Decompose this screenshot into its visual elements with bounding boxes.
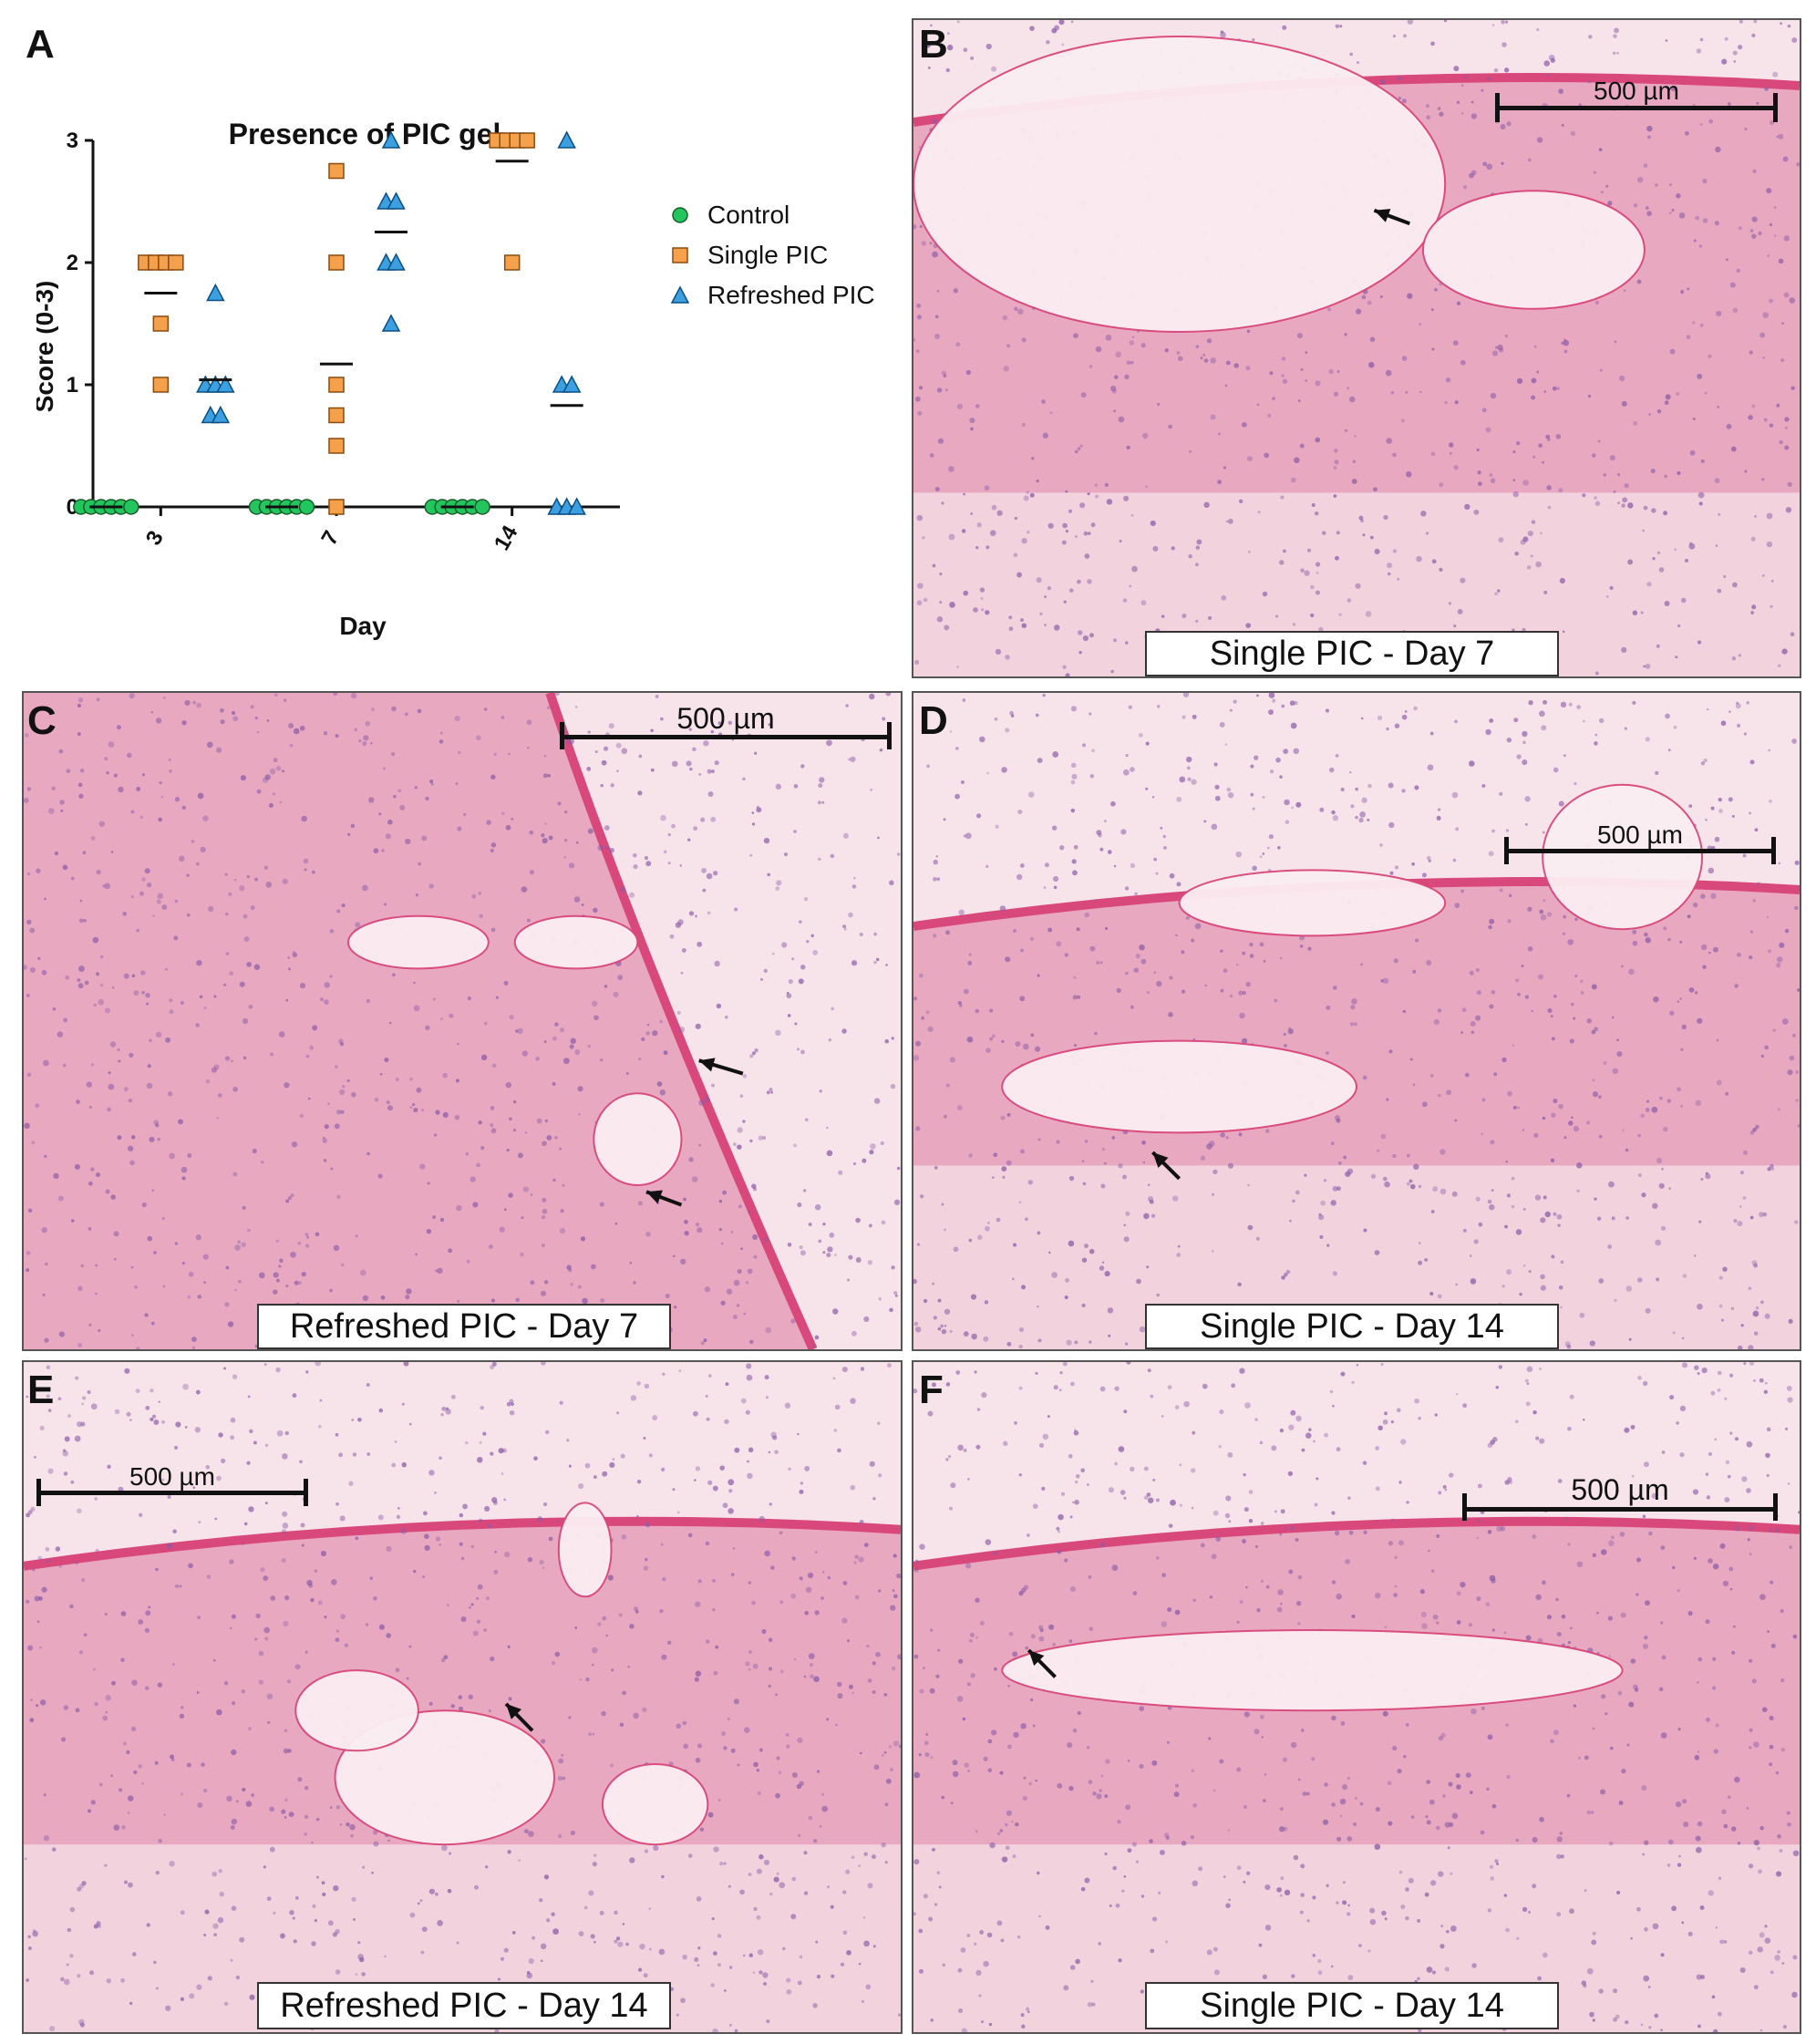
data-point-single-pic	[328, 377, 345, 393]
y-axis-label: Score (0-3)	[36, 281, 58, 413]
data-point-refreshed-pic	[557, 130, 576, 149]
panel-letter-a: A	[26, 22, 55, 67]
data-point-refreshed-pic	[387, 253, 406, 271]
histology-texture	[913, 693, 1800, 1349]
x-tick-label: 14	[490, 521, 523, 554]
data-point-refreshed-pic	[381, 130, 401, 149]
y-tick-label: 1	[67, 373, 78, 397]
y-tick-label: 0	[67, 495, 78, 520]
data-point-single-pic	[519, 132, 535, 149]
data-point-refreshed-pic	[211, 405, 231, 424]
data-point-single-pic	[503, 254, 521, 271]
x-axis-label: Day	[339, 612, 387, 640]
histology-image-c	[22, 691, 903, 1351]
data-point-single-pic	[328, 162, 345, 180]
histology-texture	[913, 20, 1800, 676]
histology-texture	[24, 693, 901, 1349]
histology-image-b	[912, 18, 1801, 678]
scale-bar-d: 500 µm	[1504, 821, 1776, 868]
histology-texture	[24, 1362, 901, 2032]
legend-label: Control	[707, 201, 789, 229]
caption-d: Single PIC - Day 14	[1145, 1304, 1559, 1349]
data-point-control	[298, 499, 315, 515]
histology-image-d	[912, 691, 1801, 1351]
scale-bar-f: 500 µm	[1462, 1473, 1778, 1524]
panel-letter-e: E	[27, 1368, 55, 1412]
data-point-refreshed-pic	[216, 375, 235, 393]
data-point-refreshed-pic	[387, 191, 406, 210]
legend-marker-refreshed-pic	[670, 285, 690, 304]
panel-letter-f: F	[919, 1368, 944, 1412]
data-point-refreshed-pic	[381, 314, 401, 332]
data-point-refreshed-pic	[206, 283, 225, 302]
legend-label: Refreshed PIC	[707, 281, 875, 309]
histology-texture	[913, 1362, 1800, 2032]
caption-c: Refreshed PIC - Day 7	[257, 1304, 671, 1349]
caption-e: Refreshed PIC - Day 14	[257, 1982, 671, 2029]
data-point-single-pic	[328, 499, 345, 515]
data-point-single-pic	[152, 315, 170, 332]
caption-f: Single PIC - Day 14	[1145, 1982, 1559, 2029]
data-point-control	[123, 499, 139, 515]
panel-letter-b: B	[919, 22, 948, 67]
data-point-single-pic	[168, 254, 184, 271]
data-point-refreshed-pic	[567, 497, 586, 515]
data-point-control	[474, 499, 490, 515]
data-point-single-pic	[328, 407, 345, 424]
x-tick-label: 3	[141, 527, 169, 550]
histology-image-f	[912, 1360, 1801, 2034]
caption-b: Single PIC - Day 7	[1145, 631, 1559, 676]
panel-letter-c: C	[27, 698, 57, 743]
chart-title: Presence of PIC gel	[229, 118, 501, 150]
y-tick-label: 3	[67, 129, 78, 153]
x-tick-label: 7	[316, 527, 344, 550]
legend-marker-control	[672, 207, 688, 223]
histology-image-e	[22, 1360, 903, 2034]
panel-letter-d: D	[919, 698, 948, 743]
y-tick-label: 2	[67, 251, 78, 275]
legend-label: Single PIC	[707, 241, 828, 269]
legend-marker-single-pic	[672, 247, 688, 263]
data-point-single-pic	[328, 254, 345, 271]
data-point-single-pic	[152, 377, 170, 393]
data-point-refreshed-pic	[562, 375, 582, 393]
scale-bar-c: 500 µm	[560, 702, 892, 753]
scale-bar-b: 500 µm	[1495, 77, 1778, 126]
scatter-chart: Presence of PIC gel Score (0-3) Day 0 1 2 3…	[36, 118, 875, 640]
data-point-single-pic	[328, 438, 345, 454]
scale-bar-e: 500 µm	[36, 1462, 308, 1510]
